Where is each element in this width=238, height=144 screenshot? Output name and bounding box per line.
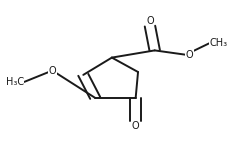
Text: O: O (49, 66, 56, 76)
Text: O: O (186, 50, 193, 60)
Text: O: O (146, 16, 154, 26)
Text: CH₃: CH₃ (209, 38, 228, 48)
Text: H₃C: H₃C (6, 77, 24, 87)
Text: O: O (132, 121, 139, 131)
